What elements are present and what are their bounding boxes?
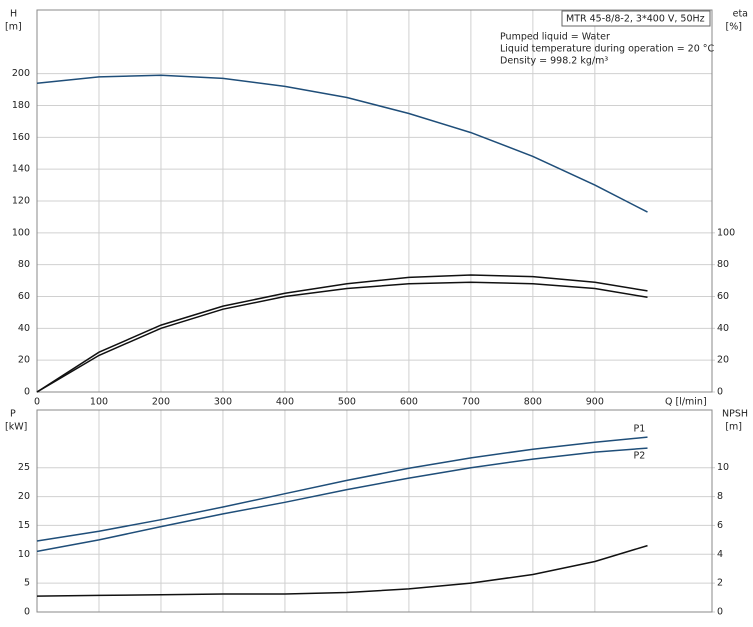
y-tick-label: 160 xyxy=(12,132,30,143)
plot-frame xyxy=(36,409,713,613)
y2-axis-unit: [m] xyxy=(725,422,742,433)
y2-axis-unit: [%] xyxy=(726,22,742,33)
x-tick-label: 300 xyxy=(214,397,232,408)
y-tick-label: 120 xyxy=(12,196,30,207)
y-axis-unit: [m] xyxy=(5,22,22,33)
y2-tick-label: 60 xyxy=(717,291,729,302)
y2-axis-label: NPSH xyxy=(722,409,748,420)
y2-tick-label: 8 xyxy=(717,491,723,502)
y2-tick-label: 4 xyxy=(717,549,723,560)
y2-tick-label: 0 xyxy=(717,607,723,618)
y-tick-label: 25 xyxy=(18,462,30,473)
y-tick-label: 40 xyxy=(18,323,30,334)
series-label: P1 xyxy=(634,424,646,435)
y-tick-label: 0 xyxy=(24,607,30,618)
y-axis-label: H xyxy=(10,9,17,20)
y2-axis-label: eta xyxy=(733,9,748,20)
x-tick-label: 400 xyxy=(276,397,294,408)
annotation: Density = 998.2 kg/m³ xyxy=(500,56,608,67)
x-tick-label: 500 xyxy=(338,397,356,408)
y-tick-label: 100 xyxy=(12,227,30,238)
y-tick-label: 5 xyxy=(24,578,30,589)
x-tick-label: 100 xyxy=(90,397,108,408)
y-tick-label: 10 xyxy=(18,549,30,560)
curve xyxy=(36,274,648,393)
y2-tick-label: 0 xyxy=(717,387,723,398)
x-tick-label: 600 xyxy=(400,397,418,408)
y-tick-label: 140 xyxy=(12,164,30,175)
y-axis-label: P xyxy=(10,409,16,420)
y-tick-label: 200 xyxy=(12,68,30,79)
curve xyxy=(36,436,648,542)
x-tick-label: 200 xyxy=(152,397,170,408)
curve xyxy=(36,544,648,597)
x-tick-label: 700 xyxy=(462,397,480,408)
y-tick-label: 180 xyxy=(12,100,30,111)
x-tick-label: 800 xyxy=(524,397,542,408)
y2-tick-label: 10 xyxy=(717,462,729,473)
x-tick-label: 900 xyxy=(586,397,604,408)
plot-frame xyxy=(36,9,713,393)
y-tick-label: 60 xyxy=(18,291,30,302)
y2-tick-label: 80 xyxy=(717,259,729,270)
x-tick-label: 0 xyxy=(34,397,40,408)
y2-tick-label: 100 xyxy=(717,227,735,238)
y-tick-label: 20 xyxy=(18,491,30,502)
y2-tick-label: 2 xyxy=(717,578,723,589)
annotation: Pumped liquid = Water xyxy=(500,32,610,43)
x-axis-label: Q [l/min] xyxy=(665,397,707,408)
annotation: MTR 45-8/8-2, 3*400 V, 50Hz xyxy=(566,14,705,25)
annotation-box xyxy=(561,10,711,27)
y2-tick-label: 40 xyxy=(717,323,729,334)
curve xyxy=(36,74,648,213)
curve xyxy=(36,281,648,393)
y-axis-unit: [kW] xyxy=(5,422,27,433)
y-tick-label: 20 xyxy=(18,355,30,366)
y-tick-label: 15 xyxy=(18,520,30,531)
y2-tick-label: 20 xyxy=(717,355,729,366)
y-tick-label: 0 xyxy=(24,387,30,398)
curve xyxy=(36,447,648,553)
y-tick-label: 80 xyxy=(18,259,30,270)
series-label: P2 xyxy=(634,451,646,462)
y2-tick-label: 6 xyxy=(717,520,723,531)
annotation: Liquid temperature during operation = 20… xyxy=(500,44,715,55)
